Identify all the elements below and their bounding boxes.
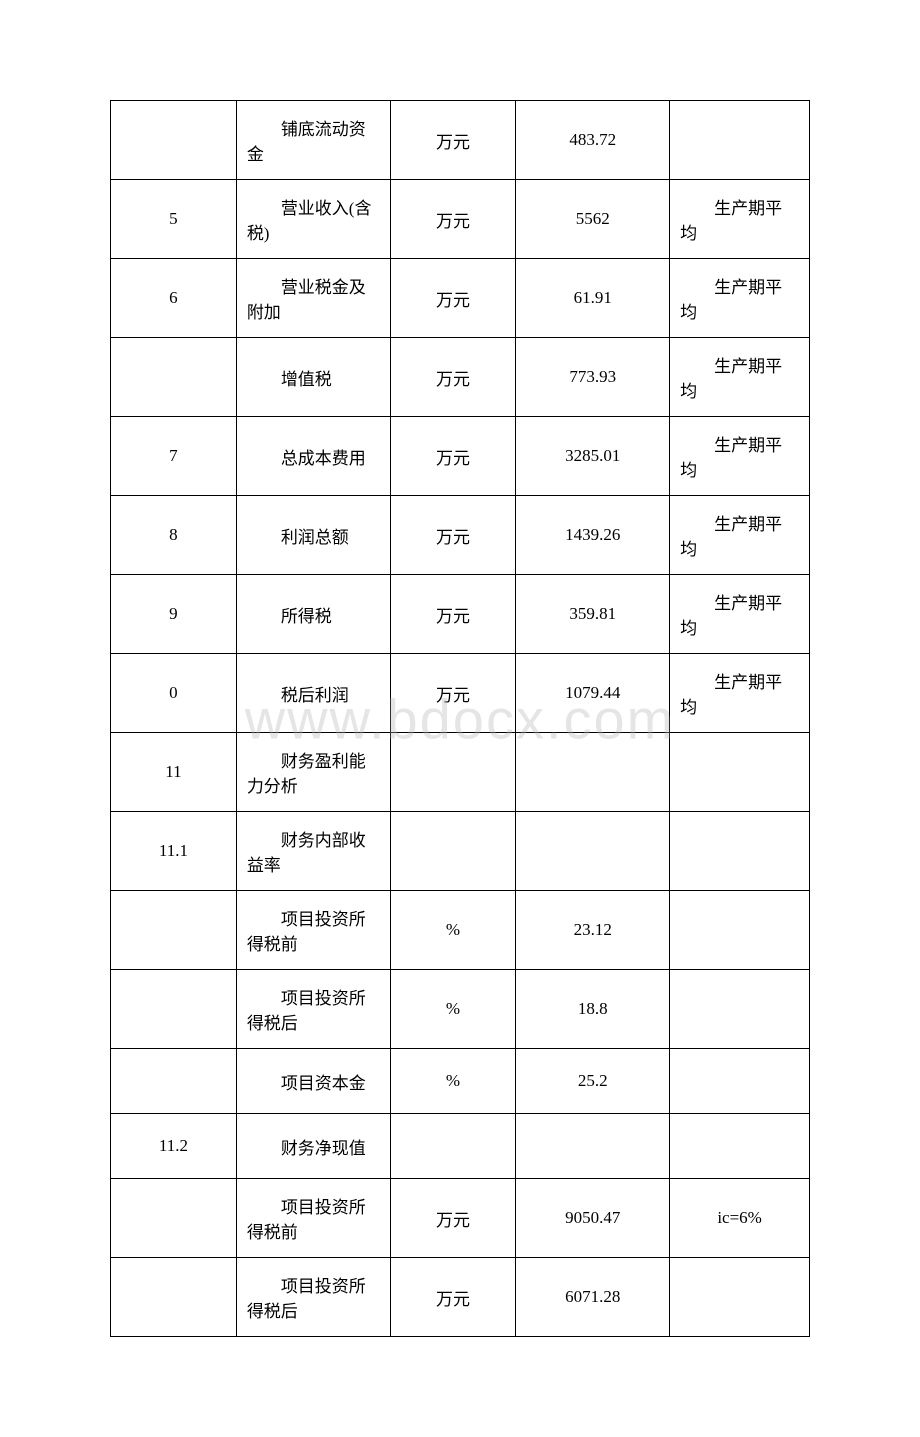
financial-table: 铺底流动资金万元483.725营业收入(含税)万元5562生产期平均6营业税金及… (110, 100, 810, 1337)
table-row: 铺底流动资金万元483.72 (111, 101, 810, 180)
cell-no: 0 (111, 654, 237, 733)
cell-unit: 万元 (390, 180, 516, 259)
cell-remark (670, 970, 810, 1049)
cell-no: 11.2 (111, 1114, 237, 1179)
cell-name: 税后利润 (236, 654, 390, 733)
cell-value (516, 733, 670, 812)
cell-no (111, 338, 237, 417)
cell-value: 61.91 (516, 259, 670, 338)
cell-value (516, 1114, 670, 1179)
cell-no: 11.1 (111, 812, 237, 891)
cell-remark (670, 1049, 810, 1114)
cell-value: 9050.47 (516, 1179, 670, 1258)
cell-unit: 万元 (390, 496, 516, 575)
cell-value: 1439.26 (516, 496, 670, 575)
cell-name: 铺底流动资金 (236, 101, 390, 180)
cell-unit: 万元 (390, 259, 516, 338)
cell-unit: 万元 (390, 654, 516, 733)
cell-no: 5 (111, 180, 237, 259)
table-row: 项目投资所得税后万元6071.28 (111, 1258, 810, 1337)
cell-name: 所得税 (236, 575, 390, 654)
cell-value: 483.72 (516, 101, 670, 180)
cell-unit: 万元 (390, 338, 516, 417)
table-row: 6营业税金及附加万元61.91生产期平均 (111, 259, 810, 338)
table-row: 11.2财务净现值 (111, 1114, 810, 1179)
cell-remark: 生产期平均 (670, 496, 810, 575)
cell-remark (670, 1258, 810, 1337)
cell-value: 18.8 (516, 970, 670, 1049)
cell-no: 8 (111, 496, 237, 575)
cell-value: 5562 (516, 180, 670, 259)
cell-no: 9 (111, 575, 237, 654)
cell-remark: 生产期平均 (670, 338, 810, 417)
cell-unit (390, 733, 516, 812)
table-body: 铺底流动资金万元483.725营业收入(含税)万元5562生产期平均6营业税金及… (111, 101, 810, 1337)
table-row: 11.1财务内部收益率 (111, 812, 810, 891)
table-row: 8利润总额万元1439.26生产期平均 (111, 496, 810, 575)
cell-no (111, 1258, 237, 1337)
cell-value: 3285.01 (516, 417, 670, 496)
table-row: 项目资本金%25.2 (111, 1049, 810, 1114)
cell-remark: 生产期平均 (670, 180, 810, 259)
cell-remark: 生产期平均 (670, 259, 810, 338)
cell-name: 项目投资所得税前 (236, 1179, 390, 1258)
cell-unit: 万元 (390, 1258, 516, 1337)
cell-unit: 万元 (390, 417, 516, 496)
cell-unit: % (390, 1049, 516, 1114)
table-row: 5营业收入(含税)万元5562生产期平均 (111, 180, 810, 259)
table-row: 项目投资所得税前万元9050.47ic=6% (111, 1179, 810, 1258)
cell-name: 财务净现值 (236, 1114, 390, 1179)
cell-remark (670, 1114, 810, 1179)
cell-unit: % (390, 970, 516, 1049)
cell-no (111, 970, 237, 1049)
cell-remark (670, 812, 810, 891)
cell-unit: 万元 (390, 1179, 516, 1258)
cell-remark (670, 891, 810, 970)
cell-value: 23.12 (516, 891, 670, 970)
table-row: 项目投资所得税前%23.12 (111, 891, 810, 970)
cell-remark: ic=6% (670, 1179, 810, 1258)
cell-unit (390, 812, 516, 891)
cell-name: 营业收入(含税) (236, 180, 390, 259)
cell-unit: % (390, 891, 516, 970)
cell-no (111, 1049, 237, 1114)
cell-name: 总成本费用 (236, 417, 390, 496)
table-row: 7总成本费用万元3285.01生产期平均 (111, 417, 810, 496)
cell-value: 359.81 (516, 575, 670, 654)
cell-remark (670, 101, 810, 180)
table-row: 0税后利润万元1079.44生产期平均 (111, 654, 810, 733)
cell-no (111, 101, 237, 180)
cell-value: 6071.28 (516, 1258, 670, 1337)
cell-name: 增值税 (236, 338, 390, 417)
cell-name: 财务盈利能力分析 (236, 733, 390, 812)
cell-name: 财务内部收益率 (236, 812, 390, 891)
cell-value: 1079.44 (516, 654, 670, 733)
cell-no: 11 (111, 733, 237, 812)
cell-remark: 生产期平均 (670, 417, 810, 496)
table-row: 增值税万元773.93生产期平均 (111, 338, 810, 417)
cell-no: 6 (111, 259, 237, 338)
cell-unit: 万元 (390, 575, 516, 654)
table-container: www.bdocx.com 铺底流动资金万元483.725营业收入(含税)万元5… (110, 100, 810, 1337)
cell-name: 营业税金及附加 (236, 259, 390, 338)
cell-value: 773.93 (516, 338, 670, 417)
cell-unit (390, 1114, 516, 1179)
table-row: 项目投资所得税后%18.8 (111, 970, 810, 1049)
cell-name: 项目投资所得税后 (236, 1258, 390, 1337)
table-row: 9所得税万元359.81生产期平均 (111, 575, 810, 654)
cell-no: 7 (111, 417, 237, 496)
cell-name: 项目投资所得税后 (236, 970, 390, 1049)
cell-no (111, 1179, 237, 1258)
cell-name: 项目资本金 (236, 1049, 390, 1114)
cell-value: 25.2 (516, 1049, 670, 1114)
cell-name: 项目投资所得税前 (236, 891, 390, 970)
cell-name: 利润总额 (236, 496, 390, 575)
cell-unit: 万元 (390, 101, 516, 180)
cell-value (516, 812, 670, 891)
cell-remark: 生产期平均 (670, 575, 810, 654)
cell-no (111, 891, 237, 970)
cell-remark: 生产期平均 (670, 654, 810, 733)
cell-remark (670, 733, 810, 812)
table-row: 11财务盈利能力分析 (111, 733, 810, 812)
